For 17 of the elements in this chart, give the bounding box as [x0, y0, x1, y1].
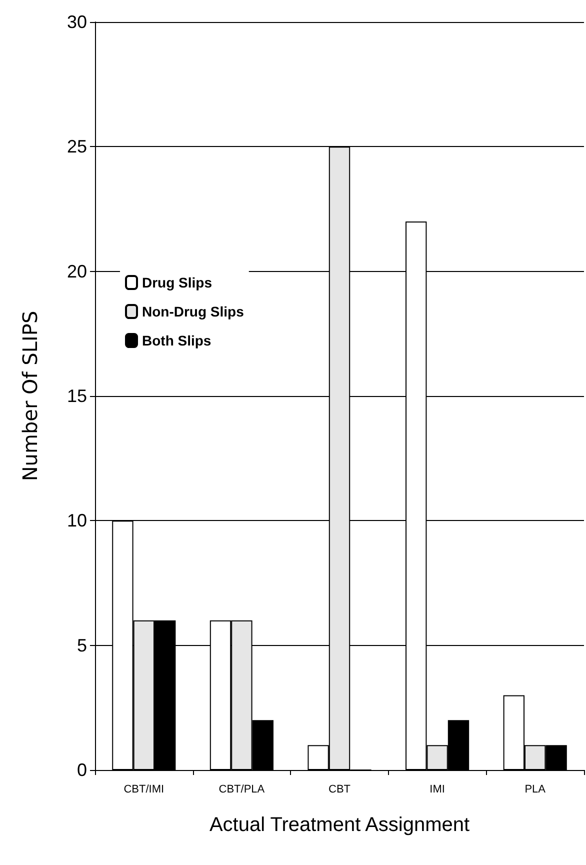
x-tick-label: IMI — [430, 784, 445, 796]
x-tick-label: PLA — [524, 784, 546, 796]
x-tick-label: CBT — [328, 784, 351, 796]
y-axis-title: Number Of SLIPS — [18, 310, 42, 482]
legend-label: Drug Slips — [142, 274, 212, 290]
y-tick-label: 25 — [66, 136, 87, 157]
y-tick-label: 10 — [66, 510, 87, 531]
x-axis-title: Actual Treatment Assignment — [209, 814, 470, 836]
x-tick-label: CBT/PLA — [218, 784, 266, 796]
y-tick-label: 5 — [76, 635, 87, 656]
y-tick-label: 20 — [66, 261, 87, 282]
legend-label: Non-Drug Slips — [142, 304, 244, 320]
legend-label: Both Slips — [142, 332, 212, 348]
y-tick-label: 0 — [76, 760, 87, 780]
y-tick-label: 15 — [66, 386, 87, 406]
x-tick-label: CBT/IMI — [124, 784, 164, 796]
y-tick-label: 30 — [66, 12, 87, 32]
